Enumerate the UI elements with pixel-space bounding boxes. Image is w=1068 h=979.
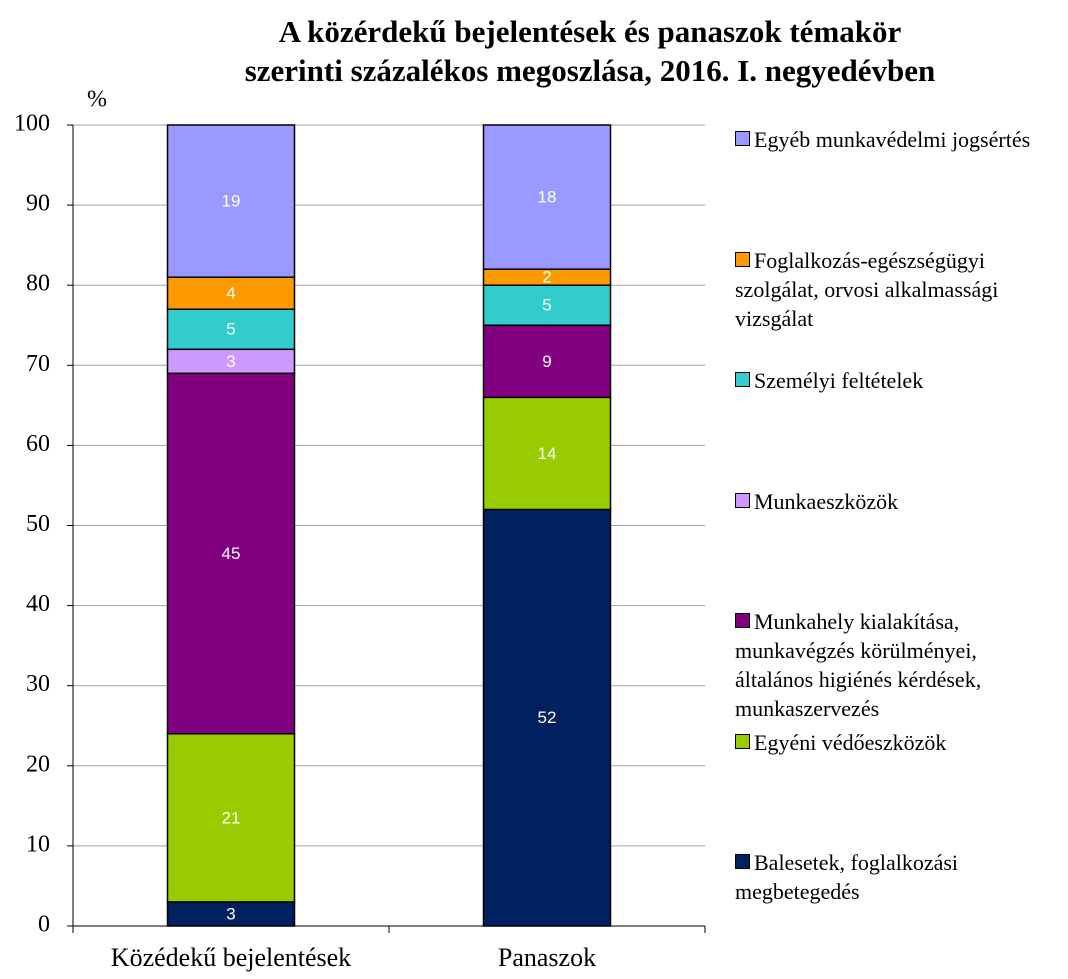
data-label: 3 (226, 352, 235, 371)
data-label: 5 (542, 296, 551, 315)
data-label: 3 (226, 904, 235, 923)
y-tick-label: 100 (14, 111, 50, 137)
y-tick-label: 90 (26, 191, 50, 217)
y-tick-label: 0 (38, 912, 50, 938)
legend-item: Balesetek, foglalkozási megbetegedés (735, 848, 1055, 906)
legend-item: Munkaeszközök (735, 487, 1055, 516)
bar-segment (482, 284, 612, 327)
y-tick-label: 70 (26, 351, 50, 377)
y-tick-label: 30 (26, 671, 50, 697)
data-label: 5 (226, 320, 235, 339)
y-tick-label: 40 (26, 591, 50, 617)
bar-segment (166, 124, 296, 278)
data-label: 19 (222, 192, 241, 211)
data-label: 14 (538, 444, 557, 463)
bar-segment (482, 324, 612, 399)
data-label: 18 (538, 188, 557, 207)
data-label: 21 (222, 808, 241, 827)
legend-label: Egyéb munkavédelmi jogsértés (754, 127, 1031, 152)
legend-label: Foglalkozás-egészségügyi szolgálat, orvo… (735, 247, 999, 331)
legend-item: Személyi feltételek (735, 366, 1055, 395)
y-tick-label: 50 (26, 511, 50, 537)
legend-item: Munkahely kialakítása, munkavégzés körül… (735, 607, 1055, 723)
legend-label: Balesetek, foglalkozási megbetegedés (735, 850, 959, 904)
legend-swatch (735, 372, 750, 387)
legend-item: Foglalkozás-egészségügyi szolgálat, orvo… (735, 246, 1055, 333)
legend-label: Személyi feltételek (754, 368, 924, 393)
bar-segment (166, 901, 296, 927)
data-label: 52 (538, 708, 557, 727)
bar-segment (482, 508, 612, 927)
data-label: 45 (222, 544, 241, 563)
bar-segment (166, 372, 296, 735)
legend-swatch (735, 854, 750, 869)
x-tick-label: Közédekű bejelentések (111, 943, 351, 972)
legend-swatch (735, 492, 750, 508)
bar-segment (482, 396, 612, 511)
legend-label: Munkahely kialakítása, munkavégzés körül… (735, 609, 982, 721)
legend-swatch (735, 131, 750, 146)
bar-segment (482, 124, 612, 270)
legend-swatch (735, 613, 750, 628)
legend-item: Egyéb munkavédelmi jogsértés (735, 125, 1055, 154)
chart-title: A közérdekű bejelentések és panaszok tém… (279, 14, 902, 49)
y-axis-label: % (87, 87, 107, 113)
data-label: 2 (542, 268, 551, 287)
legend-swatch (735, 733, 750, 749)
data-label: 4 (226, 284, 235, 303)
x-tick-label: Panaszok (498, 943, 596, 972)
chart-title: szerinti százalékos megoszlása, 2016. I.… (245, 53, 936, 88)
legend-label: Munkaeszközök (754, 488, 899, 514)
legend-swatch (735, 251, 750, 267)
y-tick-label: 80 (26, 271, 50, 297)
y-tick-label: 60 (26, 431, 50, 457)
data-label: 9 (542, 352, 551, 371)
y-tick-label: 20 (26, 751, 50, 777)
legend-label: Egyéni védőeszközök (754, 729, 947, 755)
y-tick-label: 10 (26, 831, 50, 857)
legend-item: Egyéni védőeszközök (735, 728, 1055, 757)
